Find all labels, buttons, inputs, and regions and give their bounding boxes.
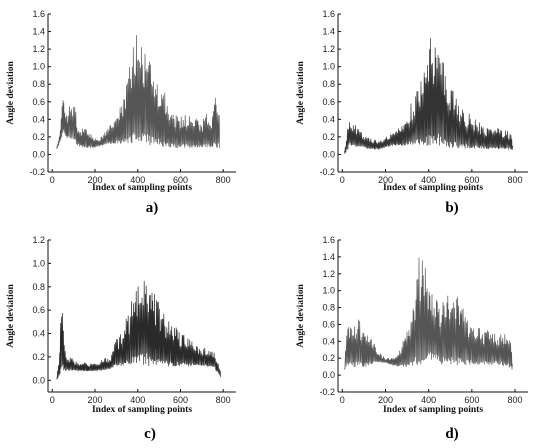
y-tick-label: 0.2 (322, 353, 335, 363)
y-tick-label: 0.0 (32, 375, 45, 385)
y-tick-label: 1.6 (32, 9, 45, 19)
y-tick-label: 0.8 (322, 79, 335, 89)
y-tick-label: 0.4 (322, 114, 335, 124)
y-tick-label: -0.2 (29, 167, 45, 177)
chart-panel-3: 0.0 0.2 0.4 0.6 0.8 1.0 1.2 0 200 400 600 800 Index … (6, 235, 236, 442)
x-axis-title: Index of sampling points (383, 183, 483, 193)
x-axis-title: Index of sampling points (92, 183, 192, 193)
y-tick-label: 0.6 (322, 319, 335, 329)
y-axis-title: Angle deviation (6, 283, 16, 347)
x-tick-label: 800 (508, 175, 523, 185)
y-tick-label: 1.6 (322, 9, 335, 19)
y-tick-label: 0.0 (322, 149, 335, 159)
x-axis-title: Index of sampling points (92, 405, 192, 415)
y-tick-label: 0.6 (322, 97, 335, 107)
y-tick-label: 1.2 (322, 44, 335, 54)
x-tick-label: 600 (173, 395, 188, 405)
x-tick-label: 200 (87, 395, 102, 405)
x-tick-label: 0 (50, 395, 55, 405)
y-tick-label: 1.0 (322, 286, 335, 296)
y-tick-label: 0.2 (322, 132, 335, 142)
y-tick-label: 1.4 (322, 252, 335, 262)
chart-panel-1: -0.2 0.0 0.2 0.4 0.6 0.8 1.0 1.2 1.4 1.6 0 200 400 60… (6, 9, 236, 216)
data-series-line (56, 280, 222, 380)
x-tick-label: 400 (421, 395, 436, 405)
x-tick-label: 400 (130, 175, 145, 185)
x-tick-label: 200 (378, 175, 393, 185)
x-tick-label: 200 (87, 175, 102, 185)
data-series-line (56, 34, 221, 149)
x-tick-label: 600 (173, 175, 188, 185)
y-tick-label: 0.2 (32, 352, 45, 362)
y-tick-label: 0.0 (32, 149, 45, 159)
x-tick-label: 400 (421, 175, 436, 185)
chart-panel-4: -0.2 0.0 0.2 0.4 0.6 0.8 1.0 1.2 1.4 1.6 0 200 400 60… (296, 235, 528, 442)
y-axis-title: Angle deviation (6, 60, 16, 124)
y-tick-label: -0.2 (319, 167, 335, 177)
x-tick-label: 0 (50, 175, 55, 185)
y-axis-title: Angle deviation (296, 283, 306, 347)
x-tick-label: 800 (216, 395, 231, 405)
y-tick-label: 1.2 (32, 44, 45, 54)
panel-label: b) (445, 200, 458, 216)
y-tick-label: 0.8 (322, 303, 335, 313)
panel-label: a) (146, 200, 159, 216)
y-tick-label: 1.4 (32, 27, 45, 37)
y-axis-title: Angle deviation (296, 60, 306, 124)
y-tick-label: 1.2 (32, 235, 45, 245)
y-tick-label: 0.4 (32, 329, 45, 339)
panel-label: c) (144, 426, 156, 442)
y-tick-label: 1.6 (322, 235, 335, 245)
x-tick-label: 800 (508, 395, 523, 405)
x-tick-label: 0 (340, 175, 345, 185)
y-tick-label: 0.6 (32, 97, 45, 107)
x-tick-label: 600 (464, 395, 479, 405)
x-tick-label: 800 (216, 175, 231, 185)
y-tick-label: 1.0 (322, 62, 335, 72)
x-tick-label: 600 (464, 175, 479, 185)
y-tick-label: 0.4 (32, 114, 45, 124)
data-series-line (344, 257, 513, 370)
y-tick-label: 0.0 (322, 370, 335, 380)
y-tick-label: 1.0 (32, 62, 45, 72)
x-axis-title: Index of sampling points (383, 405, 483, 415)
x-tick-label: 200 (378, 395, 393, 405)
y-tick-label: 1.4 (322, 27, 335, 37)
y-tick-label: 0.2 (32, 132, 45, 142)
y-tick-label: -0.2 (319, 387, 335, 397)
y-tick-label: 1.2 (322, 269, 335, 279)
x-tick-label: 0 (340, 395, 345, 405)
panel-label: d) (445, 426, 458, 442)
y-tick-label: 0.8 (32, 282, 45, 292)
x-tick-label: 400 (130, 395, 145, 405)
y-tick-label: 0.6 (32, 305, 45, 315)
y-tick-label: 1.0 (32, 258, 45, 268)
y-tick-label: 0.4 (322, 336, 335, 346)
data-series-line (344, 37, 514, 154)
y-tick-label: 0.8 (32, 79, 45, 89)
chart-panel-2: -0.2 0.0 0.2 0.4 0.6 0.8 1.0 1.2 1.4 1.6 0 200 400 60… (296, 9, 528, 216)
